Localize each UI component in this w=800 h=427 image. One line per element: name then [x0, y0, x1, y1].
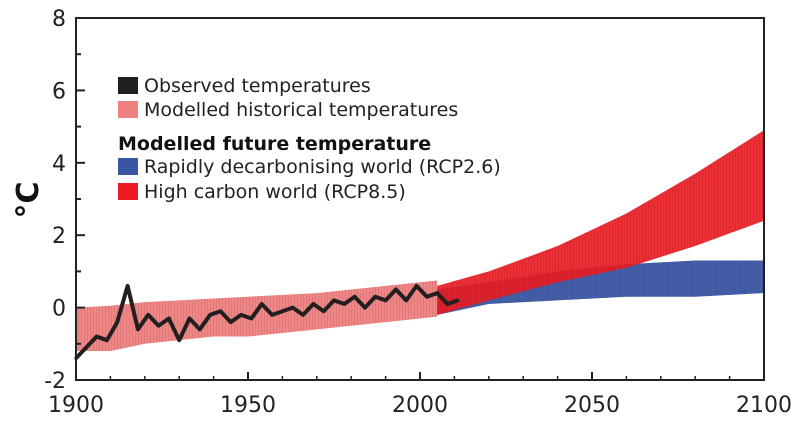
- y-tick-label: -2: [44, 369, 66, 394]
- observed-point: [270, 313, 274, 317]
- observed-point: [384, 298, 388, 302]
- y-tick-label: 2: [52, 224, 66, 249]
- observed-line: [74, 283, 459, 360]
- observed-point: [332, 298, 336, 302]
- observed-point: [105, 338, 109, 342]
- observed-point: [342, 302, 346, 306]
- x-tick-label: 2050: [564, 393, 620, 418]
- observed-point: [353, 295, 357, 299]
- legend-swatch-rcp85: [118, 183, 138, 200]
- uncertainty-bands: [76, 130, 764, 352]
- legend-swatch-observed: [118, 77, 138, 94]
- observed-point: [239, 313, 243, 317]
- observed-point: [260, 302, 264, 306]
- observed-point: [126, 284, 130, 288]
- observed-point: [394, 287, 398, 292]
- observed-point: [84, 345, 88, 350]
- legend-label-rcp26: Rapidly decarbonising world (RCP2.6): [144, 156, 501, 178]
- band-hatch-rcp85: [437, 130, 764, 315]
- legend-label-historical: Modelled historical temperatures: [144, 99, 458, 121]
- observed-point: [115, 320, 119, 324]
- observed-point: [146, 313, 150, 317]
- legend-swatch-historical: [118, 101, 138, 118]
- y-tick-label: 0: [52, 297, 66, 322]
- observed-point: [177, 338, 181, 342]
- legend-swatch-rcp26: [118, 158, 138, 175]
- observed-point: [198, 327, 202, 331]
- observed-point: [291, 306, 295, 310]
- observed-point: [456, 298, 460, 302]
- observed-point: [363, 306, 367, 310]
- observed-point: [208, 313, 212, 317]
- legend-label-rcp85: High carbon world (RCP8.5): [144, 181, 406, 203]
- observed-point: [311, 302, 315, 306]
- observed-point: [301, 313, 305, 317]
- observed-point: [373, 295, 377, 299]
- observed-point: [218, 309, 223, 313]
- x-tick-label: 2100: [736, 393, 792, 418]
- axis-ticks: 1900 1950 2000 2050 2100 -2 0 2 4 6 8: [44, 7, 792, 418]
- observed-point: [136, 327, 140, 331]
- observed-point: [156, 324, 161, 328]
- observed-point: [322, 309, 326, 313]
- y-tick-label: 4: [52, 152, 66, 177]
- legend-heading: Modelled future temperature: [118, 133, 431, 155]
- legend-label-observed: Observed temperatures: [144, 75, 371, 97]
- observed-point: [425, 295, 429, 299]
- observed-point: [414, 284, 419, 288]
- band-hatch-historical: [76, 280, 438, 352]
- observed-point: [435, 291, 439, 295]
- observed-point: [445, 302, 450, 306]
- y-axis-label: °C: [11, 181, 46, 218]
- y-tick-label: 6: [52, 79, 66, 104]
- observed-point: [167, 316, 171, 321]
- observed-point: [95, 334, 99, 339]
- band-hatch-rcp26: [437, 260, 764, 315]
- observed-series: [74, 283, 460, 360]
- observed-point: [249, 316, 254, 321]
- observed-point: [229, 320, 233, 324]
- x-tick-label: 1950: [220, 393, 276, 418]
- observed-point: [404, 298, 408, 302]
- observed-point: [187, 316, 192, 321]
- y-tick-label: 8: [52, 7, 66, 32]
- observed-point: [280, 309, 284, 313]
- x-tick-label: 2000: [392, 393, 448, 418]
- x-tick-label: 1900: [48, 393, 104, 418]
